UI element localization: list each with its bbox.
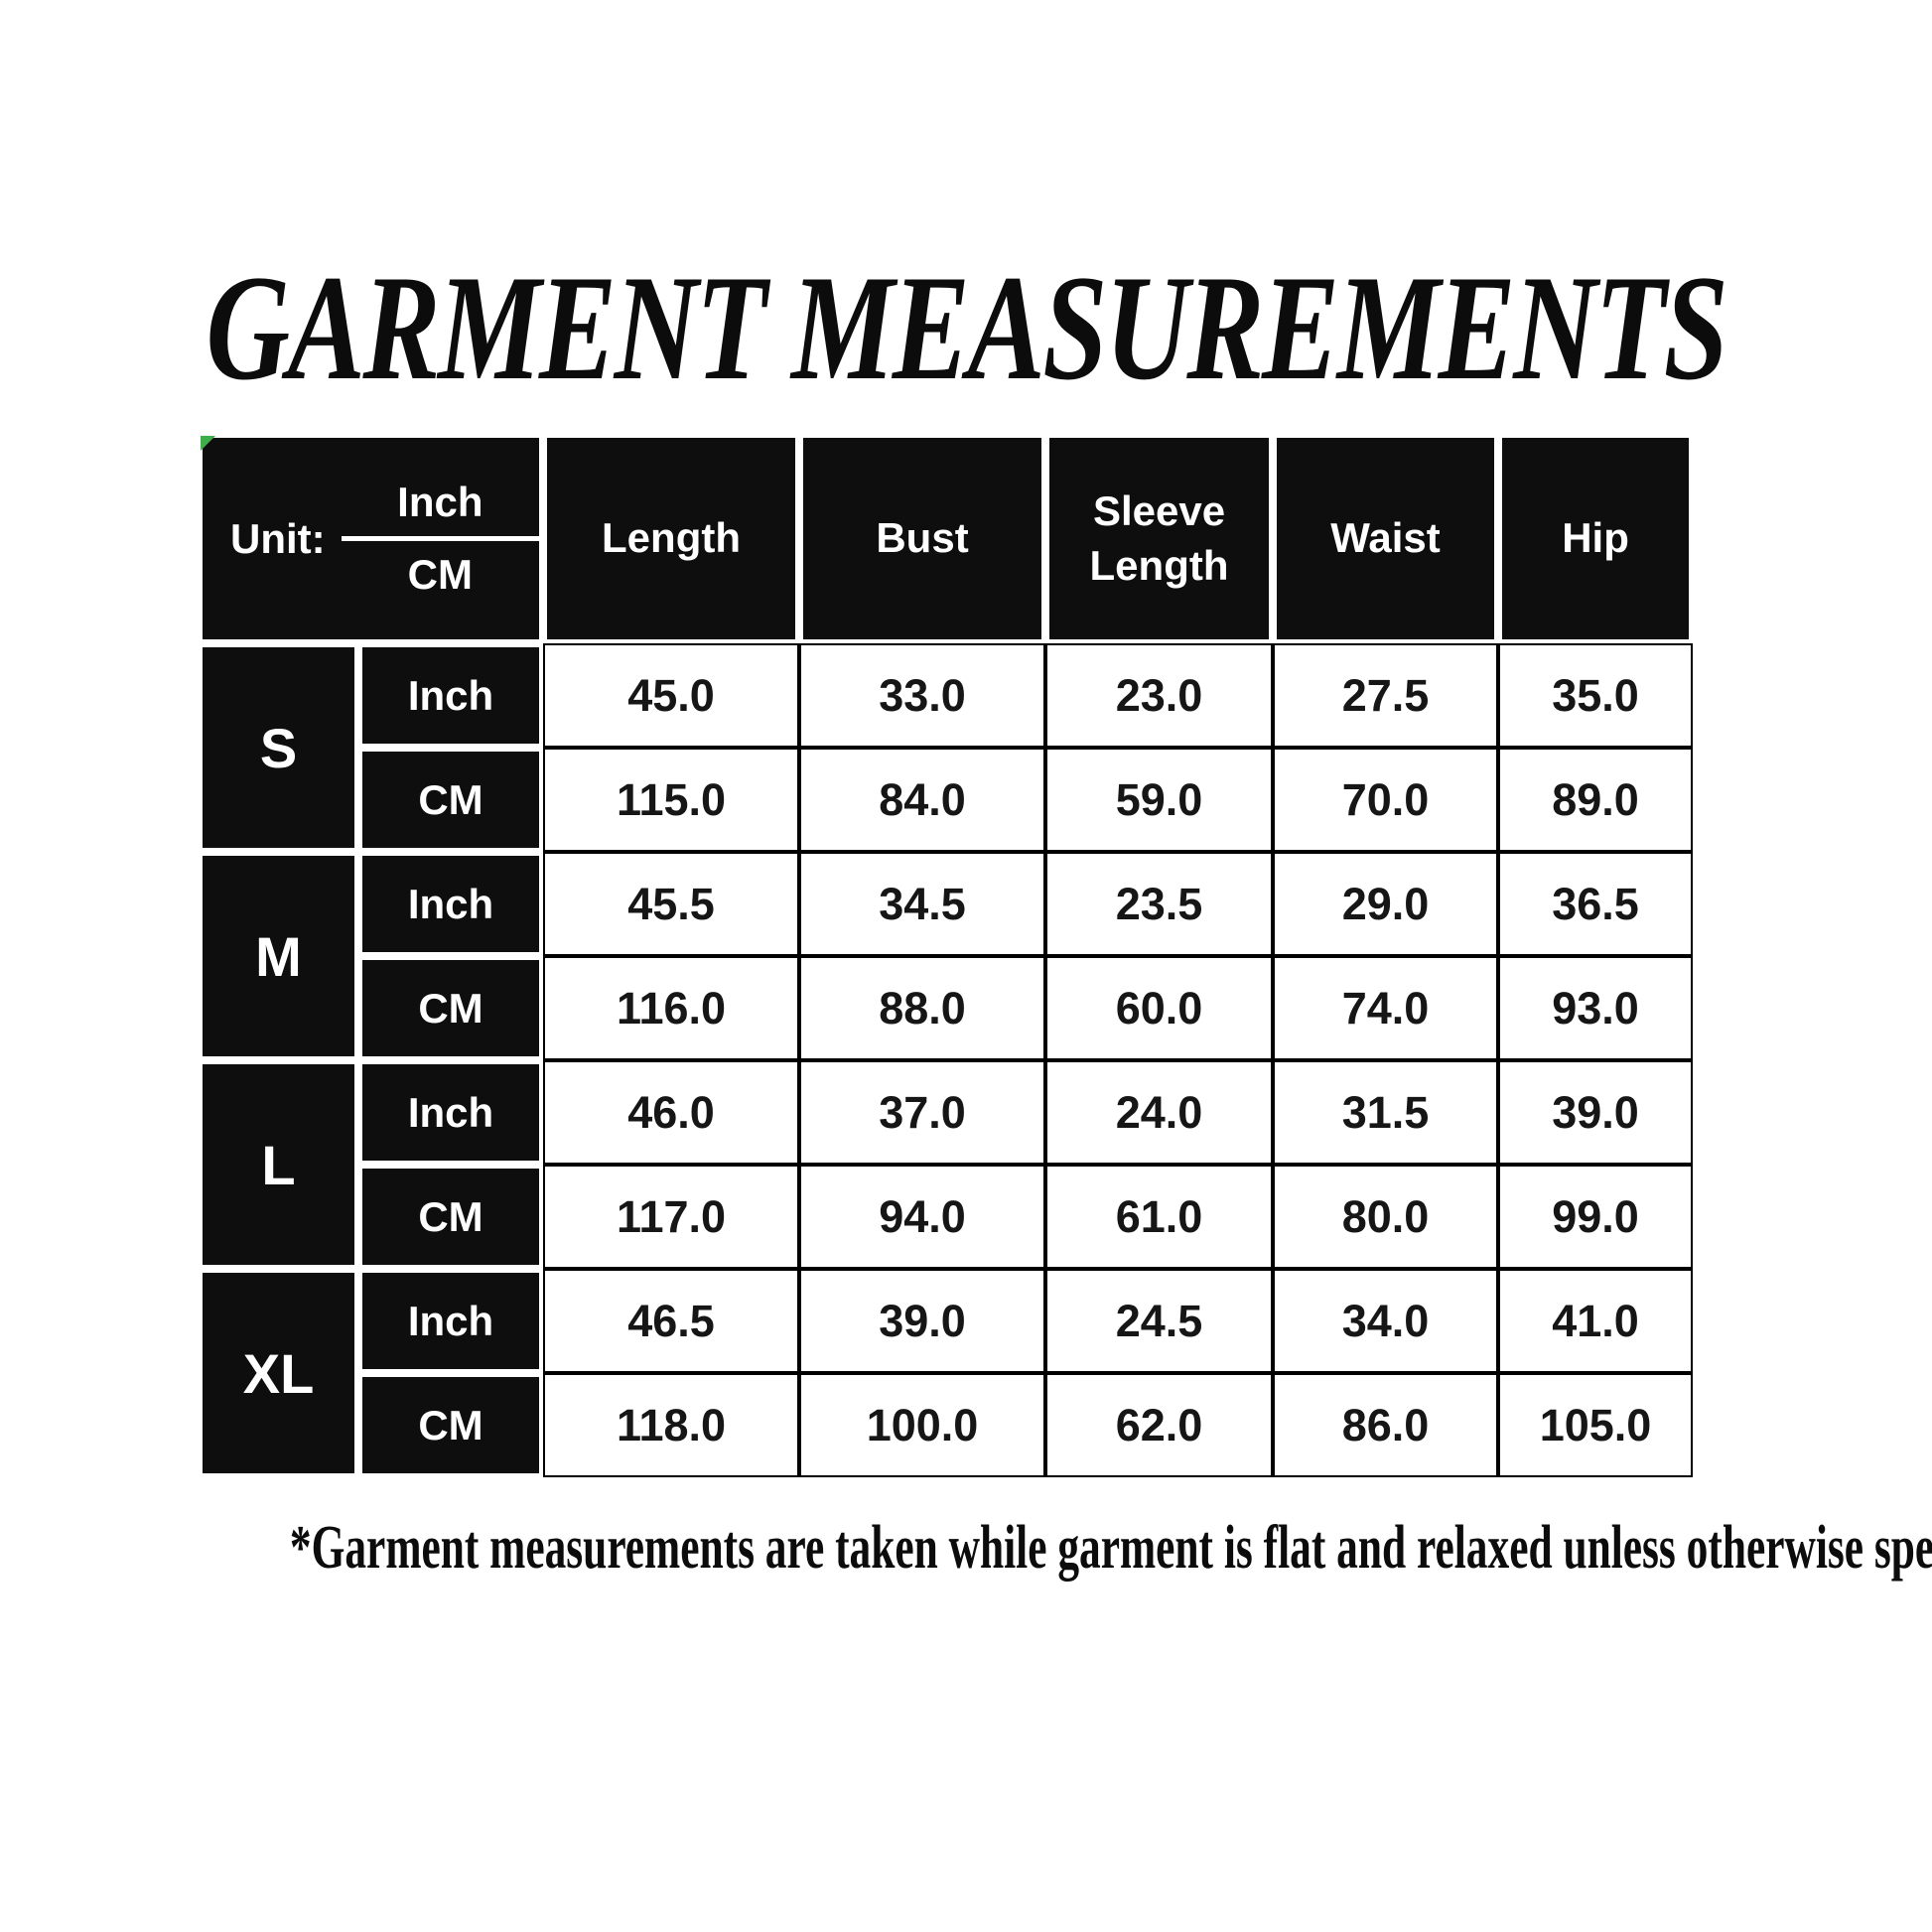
value-cell: 62.0 <box>1045 1373 1274 1477</box>
unit-option-cm: CM <box>407 551 473 598</box>
value-cell: 100.0 <box>799 1373 1046 1477</box>
table-row: S Inch 45.0 33.0 23.0 27.5 35.0 <box>199 643 1694 852</box>
corner-marker-icon <box>201 436 215 451</box>
value-cell: 99.0 <box>1498 1165 1694 1269</box>
value-cell: 74.0 <box>1273 956 1499 1060</box>
value-cell: 93.0 <box>1498 956 1694 1060</box>
value-cell: 23.5 <box>1045 852 1274 956</box>
unit-wrap: Unit: Inch CM <box>203 438 540 639</box>
unit-option-inch: Inch <box>341 479 540 541</box>
table-row: M Inch 45.5 34.5 23.5 29.0 36.5 <box>199 852 1694 1060</box>
value-cell: 61.0 <box>1045 1165 1274 1269</box>
column-header-bust: Bust <box>799 434 1046 643</box>
value-cell: 31.5 <box>1273 1060 1499 1165</box>
value-cell: 70.0 <box>1273 748 1499 852</box>
size-cell-s: S <box>199 643 358 852</box>
value-cell: 105.0 <box>1498 1373 1694 1477</box>
footnote: *Garment measurements are taken while ga… <box>289 1514 1932 1582</box>
table-row: L Inch 46.0 37.0 24.0 31.5 39.0 <box>199 1060 1694 1269</box>
unit-row-label: Inch <box>358 852 544 956</box>
unit-row-label: Inch <box>358 643 544 748</box>
value-cell: 117.0 <box>543 1165 800 1269</box>
value-cell: 80.0 <box>1273 1165 1499 1269</box>
value-cell: 59.0 <box>1045 748 1274 852</box>
table-header-row: Unit: Inch CM Length Bust Sleeve Length … <box>199 434 1694 643</box>
value-cell: 24.0 <box>1045 1060 1274 1165</box>
unit-row-label: CM <box>358 748 544 852</box>
value-cell: 29.0 <box>1273 852 1499 956</box>
column-header-length: Length <box>543 434 800 643</box>
unit-label: Unit: <box>230 514 326 562</box>
value-cell: 24.5 <box>1045 1269 1274 1373</box>
value-cell: 36.5 <box>1498 852 1694 956</box>
garment-measurements-table: Unit: Inch CM Length Bust Sleeve Length … <box>199 434 1694 1477</box>
column-header-hip: Hip <box>1498 434 1694 643</box>
unit-header-cell: Unit: Inch CM <box>199 434 544 643</box>
value-cell: 27.5 <box>1273 643 1499 748</box>
value-cell: 33.0 <box>799 643 1046 748</box>
unit-row-label: CM <box>358 1373 544 1477</box>
column-header-sleeve-length: Sleeve Length <box>1045 434 1274 643</box>
value-cell: 115.0 <box>543 748 800 852</box>
table-row: CM 117.0 94.0 61.0 80.0 99.0 <box>199 1165 1694 1269</box>
value-cell: 84.0 <box>799 748 1046 852</box>
unit-row-label: Inch <box>358 1269 544 1373</box>
value-cell: 46.5 <box>543 1269 800 1373</box>
unit-row-label: CM <box>358 956 544 1060</box>
value-cell: 118.0 <box>543 1373 800 1477</box>
value-cell: 35.0 <box>1498 643 1694 748</box>
value-cell: 116.0 <box>543 956 800 1060</box>
unit-fraction: Inch CM <box>341 479 540 599</box>
value-cell: 23.0 <box>1045 643 1274 748</box>
value-cell: 45.0 <box>543 643 800 748</box>
page-title: GARMENT MEASUREMENTS <box>206 243 1727 411</box>
value-cell: 94.0 <box>799 1165 1046 1269</box>
size-cell-m: M <box>199 852 358 1060</box>
value-cell: 45.5 <box>543 852 800 956</box>
value-cell: 46.0 <box>543 1060 800 1165</box>
table-row: CM 116.0 88.0 60.0 74.0 93.0 <box>199 956 1694 1060</box>
value-cell: 39.0 <box>1498 1060 1694 1165</box>
value-cell: 86.0 <box>1273 1373 1499 1477</box>
value-cell: 37.0 <box>799 1060 1046 1165</box>
unit-row-label: CM <box>358 1165 544 1269</box>
table-row: XL Inch 46.5 39.0 24.5 34.0 41.0 <box>199 1269 1694 1477</box>
unit-row-label: Inch <box>358 1060 544 1165</box>
table-row: CM 118.0 100.0 62.0 86.0 105.0 <box>199 1373 1694 1477</box>
value-cell: 88.0 <box>799 956 1046 1060</box>
value-cell: 41.0 <box>1498 1269 1694 1373</box>
size-cell-l: L <box>199 1060 358 1269</box>
value-cell: 60.0 <box>1045 956 1274 1060</box>
value-cell: 34.0 <box>1273 1269 1499 1373</box>
column-header-waist: Waist <box>1273 434 1499 643</box>
value-cell: 89.0 <box>1498 748 1694 852</box>
value-cell: 39.0 <box>799 1269 1046 1373</box>
value-cell: 34.5 <box>799 852 1046 956</box>
size-cell-xl: XL <box>199 1269 358 1477</box>
table-row: CM 115.0 84.0 59.0 70.0 89.0 <box>199 748 1694 852</box>
